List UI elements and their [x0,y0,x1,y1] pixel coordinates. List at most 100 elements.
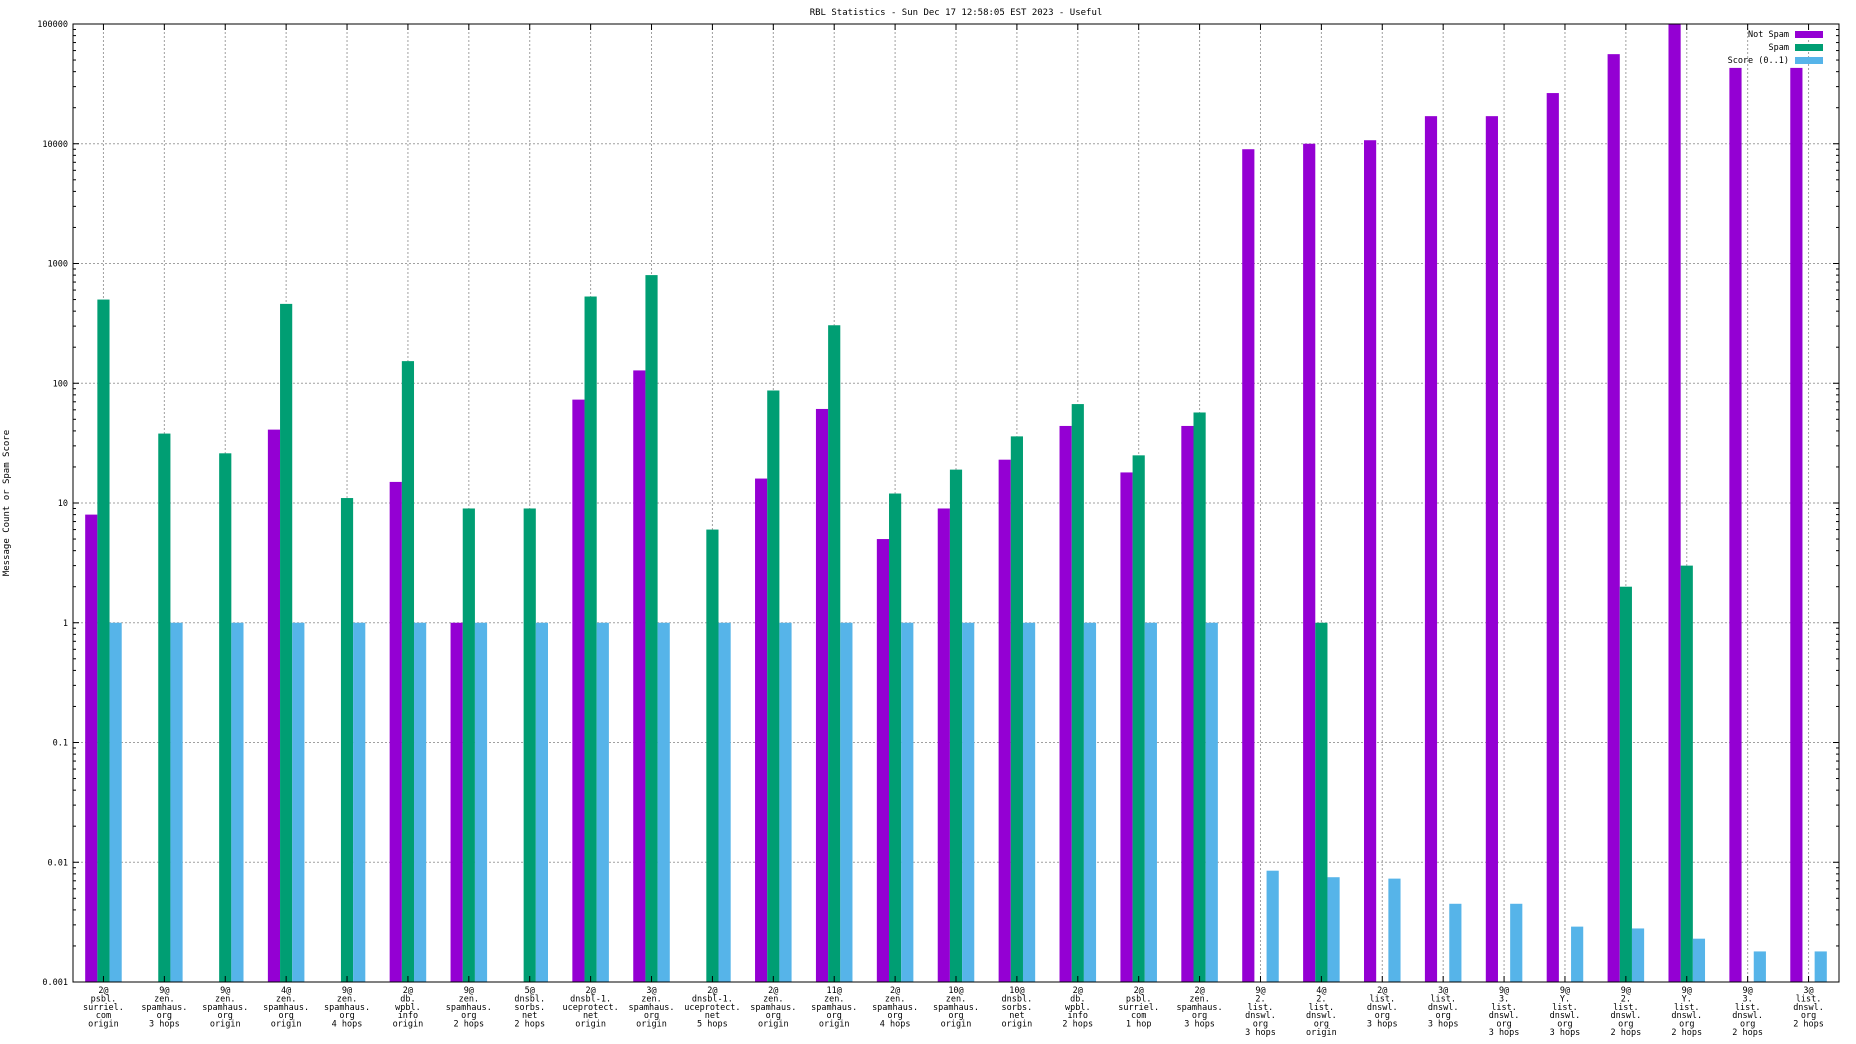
bar-not-spam [1120,472,1133,982]
x-tick-label-line: zen. [459,994,479,1004]
bar-spam [340,498,354,982]
x-tick-label-line: org [278,1011,293,1021]
x-tick-label-line: 10@ [948,986,963,996]
x-tick-label-line: com [96,1011,111,1021]
x-tick-label-line: spamhaus. [202,1003,248,1013]
legend: Not Spam Spam Score (0..1) [1728,30,1823,66]
x-tick-label-line: list. [1735,1003,1761,1013]
x-tick-label-line: org [1679,1020,1694,1030]
bar-not-spam [1668,24,1681,982]
y-tick-label: 1 [63,619,68,629]
x-tick-label-line: 2 hops [1062,1020,1093,1030]
bar-score [596,622,609,982]
x-tick-label-line: 2 hops [1732,1028,1763,1038]
bar-score [1753,951,1766,982]
x-tick-label-line: spamhaus. [1177,1003,1223,1013]
x-tick-label-line: origin [636,1020,667,1030]
x-tick-label-line: 2 hops [453,1020,484,1030]
bar-score [1327,877,1340,982]
x-tick-label: 2@ zen. spamhaus. org 3 hops [1177,986,1223,1030]
x-tick-label: 9@ zen. spamhaus. org origin [202,986,248,1030]
x-tick-label-line: spamhaus. [872,1003,918,1013]
x-tick-label-line: org [1557,1020,1572,1030]
x-tick-label-line: origin [758,1020,789,1030]
y-tick-label: 100000 [37,20,68,30]
x-tick-label-line: 5 hops [697,1020,728,1030]
x-tick-label-line: 9@ [1560,986,1570,996]
bar-score [1449,903,1462,982]
x-tick-label-line: 3. [1743,994,1753,1004]
x-tick-label-line: zen. [641,994,661,1004]
x-tick-label-line: zen. [215,994,235,1004]
bar-not-spam [267,429,281,982]
bar-spam [584,296,597,983]
bar-spam [1315,622,1328,982]
x-tick-label-line: 4 hops [332,1020,363,1030]
x-tick-label-line: 4@ [1316,986,1326,996]
bar-spam [401,361,415,983]
x-tick-label-line: dnswl. [1550,1011,1581,1021]
bar-score [1631,928,1645,982]
x-tick-label-line: origin [819,1020,850,1030]
x-tick-label-line: 3@ [1438,986,1448,996]
x-tick-label-line: dnswl. [1306,1011,1337,1021]
x-tick-label-line: list. [1674,1003,1700,1013]
x-tick-label-line: origin [1306,1028,1337,1038]
x-tick-label-line: net [1009,1011,1024,1021]
x-tick-label: 9@ zen. spamhaus. org 2 hops [446,986,492,1030]
x-tick-label-line: 11@ [827,986,842,996]
x-tick-label-line: origin [88,1020,119,1030]
bar-score [840,622,853,982]
x-tick-label-line: net [705,1011,720,1021]
bar-not-spam [998,459,1011,982]
x-tick-label-line: 3 hops [1367,1020,1398,1030]
x-tick-label: 2@ list. dnswl. org 3 hops [1367,986,1398,1030]
bar-score [1205,622,1218,982]
x-tick-label-line: zen. [337,994,357,1004]
x-tick-label-line: sorbs. [514,1003,545,1013]
x-tick-label-line: 3 hops [1550,1028,1581,1038]
bar-spam [828,325,841,982]
x-tick-label-line: surriel. [83,1003,124,1013]
bar-not-spam [1181,425,1194,982]
x-tick-label-line: 2@ [1134,986,1144,996]
bar-not-spam [755,478,768,982]
x-tick-label: 9@ Y. list. dnswl. org 2 hops [1671,986,1702,1038]
x-tick-label-line: 9@ [1682,986,1692,996]
x-tick-label-line: org [218,1011,233,1021]
x-tick-label-line: db. [1070,994,1085,1004]
bar-spam [706,529,719,982]
x-tick-label-line: dnsbl. [1002,994,1033,1004]
x-tick-label: 9@ 2. list. dnswl. org 2 hops [1611,986,1642,1038]
x-tick-label: 2@ db. wpbl. info 2 hops [1062,986,1093,1030]
x-tick-label-line: zen. [1189,994,1209,1004]
bar-spam [1010,436,1023,982]
x-tick-label-line: 4 hops [880,1020,911,1030]
bar-score [474,622,488,982]
x-tick-label: 3@ list. dnswl. org 2 hops [1793,986,1824,1030]
x-tick-label: 2@ zen. spamhaus. org 4 hops [872,986,918,1030]
x-tick-label: 2@ dnsbl-1. uceprotect. net 5 hops [684,986,740,1030]
x-tick-label-line: 9@ [1499,986,1509,996]
bar-not-spam [1364,140,1377,982]
x-tick-label-line: 3@ [1803,986,1813,996]
x-tick-label-line: dnsbl-1. [570,994,611,1004]
bar-not-spam [876,539,890,982]
bars-layer [85,24,1827,983]
x-tick-label: 9@ 2. list. dnswl. org 3 hops [1245,986,1276,1038]
x-tick-label: 2@ zen. spamhaus. org origin [750,986,796,1030]
bar-not-spam [1424,116,1438,982]
x-tick-label-line: 9@ [220,986,230,996]
y-axis-label: Message Count or Spam Score [2,430,12,576]
bar-not-spam [572,399,585,983]
x-tick-label-line: 3 hops [1489,1028,1520,1038]
x-tick-label-line: spamhaus. [933,1003,979,1013]
bar-spam [1071,404,1084,983]
y-tick-label: 10 [58,499,68,509]
x-tick-label-line: org [157,1011,172,1021]
x-tick-label-line: 3 hops [1184,1020,1215,1030]
x-tick-label-line: 2@ [1377,986,1387,996]
x-tick-label-line: origin [575,1020,606,1030]
legend-label: Score (0..1) [1728,56,1789,66]
